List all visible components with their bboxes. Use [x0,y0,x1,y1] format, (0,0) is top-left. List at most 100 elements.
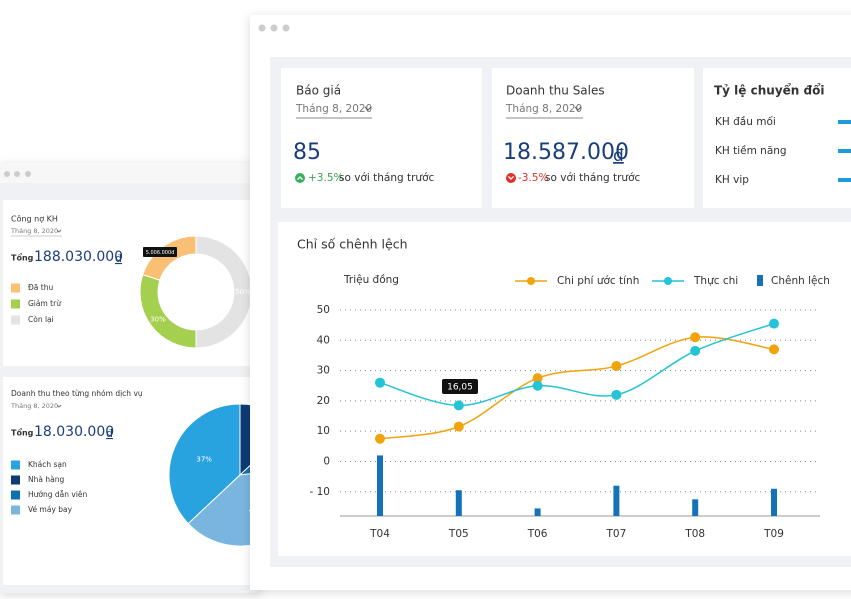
progress-bar [838,178,851,182]
legend-swatch [11,505,20,515]
point [375,433,385,444]
front-window: Báo giá Tháng 8, 2020 85 +3.5% so với th… [250,15,851,590]
window-dot [25,171,31,177]
currency: đ [106,427,113,440]
slice [168,403,241,525]
y-tick-label: 10 [317,425,330,437]
bar [692,499,699,516]
tooltip-box [442,379,478,394]
currency: đ [613,146,624,166]
down-arrow [508,176,514,180]
donut-chart: Đã thu 30% Giảm trừ 50% Còn lại 5.006.000đ [11,235,253,349]
window-dot [282,24,290,32]
bar [455,490,462,516]
progress-bar [838,149,851,153]
period[interactable]: Tháng 8, 2020 [10,402,58,410]
legend-label: Vé máy bay [28,505,73,514]
card-title: Doanh thu theo từng nhóm dịch vụ [11,389,143,398]
card-title: Công nợ KH [11,214,58,224]
period[interactable]: Tháng 8, 2020 [505,103,582,115]
point [690,345,701,356]
row-label: KH đầu mối [715,116,776,128]
change: -3.5% [518,172,548,184]
point [611,361,622,372]
change-text: so với tháng trước [545,172,641,184]
bar [771,488,777,516]
total-label: Tổng [11,252,34,263]
total-label: Tổng [11,427,34,438]
slice [139,274,197,349]
row-label: KH tiềm năng [715,145,787,157]
y-tick-label: - 10 [310,486,331,498]
change-text: so với tháng trước [339,172,435,184]
period[interactable]: Tháng 8, 2020 [295,103,372,115]
chart-title: Chỉ số chênh lệch [297,237,408,252]
total: 18.030.000 [34,424,114,440]
card-title: Doanh thu Sales [506,84,605,98]
currency: đ [115,252,122,265]
x-tick-label: T07 [606,528,627,540]
legend-label: Thực chi [693,275,738,287]
down-icon [506,173,516,183]
legend-swatch [757,275,763,286]
y-tick-label: 20 [317,395,330,407]
line-chart: 50 40 30 20 10 0 - 10 T04 T05 T06 T07 T08 T09 Chi phí… [310,275,830,540]
slice-label: 50% [235,288,251,296]
point [453,421,464,432]
legend-swatch [11,490,20,500]
legend-swatch [11,475,20,485]
point [453,400,464,411]
chevron [574,106,582,111]
y-tick-label: 30 [317,365,330,377]
card-title: Báo giá [296,84,341,98]
legend-dot [664,277,672,285]
chevron [56,229,62,233]
line [379,322,775,407]
chevron [56,404,62,408]
slice-label: 30% [150,316,166,324]
legend-label: Hướng dẫn viên [28,490,88,499]
window-dot [258,24,266,32]
window-dot [14,171,20,177]
chevron [364,106,372,111]
legend-swatch [11,315,20,325]
window-dot [4,171,10,177]
y-tick-label: 0 [323,455,330,467]
x-tick-label: T05 [448,528,469,540]
point [375,377,385,388]
up-icon [295,173,305,183]
x-tick-label: T08 [684,528,705,540]
window-dot [270,24,278,32]
y-axis-label: Triệu đồng [343,274,399,286]
window-bar [0,163,260,183]
x-tick-label: T06 [527,528,548,540]
legend-swatch [11,460,20,470]
card [492,68,694,208]
kpi-value: 18.587.000 [503,140,629,165]
legend-label: Giảm trừ [28,299,62,308]
tooltip-text: 16,05 [447,383,473,393]
bar [377,455,383,516]
change: +3.5% [308,172,343,184]
tooltip-text: 5.006.000đ [146,250,175,256]
legend-swatch [11,299,20,309]
slice-label: 37% [196,455,212,463]
kpi-value: 85 [293,140,321,165]
legend-label: Chênh lệch [771,275,830,287]
period[interactable]: Tháng 8, 2020 [10,227,58,235]
y-tick-label: 40 [317,334,330,346]
total: 188.030.000 [34,249,123,265]
up-arrow [297,176,303,180]
row-label: KH vip [715,174,749,186]
legend-swatch [11,283,20,293]
legend-label: Khách sạn [28,460,67,469]
point [611,389,622,400]
slice [195,235,253,349]
progress-bar [838,120,851,124]
x-tick-label: T04 [369,528,390,540]
point [769,344,779,355]
legend-label: Đã thu [28,283,53,292]
card-title: Tỷ lệ chuyển đổi [714,83,824,98]
point [532,373,543,384]
